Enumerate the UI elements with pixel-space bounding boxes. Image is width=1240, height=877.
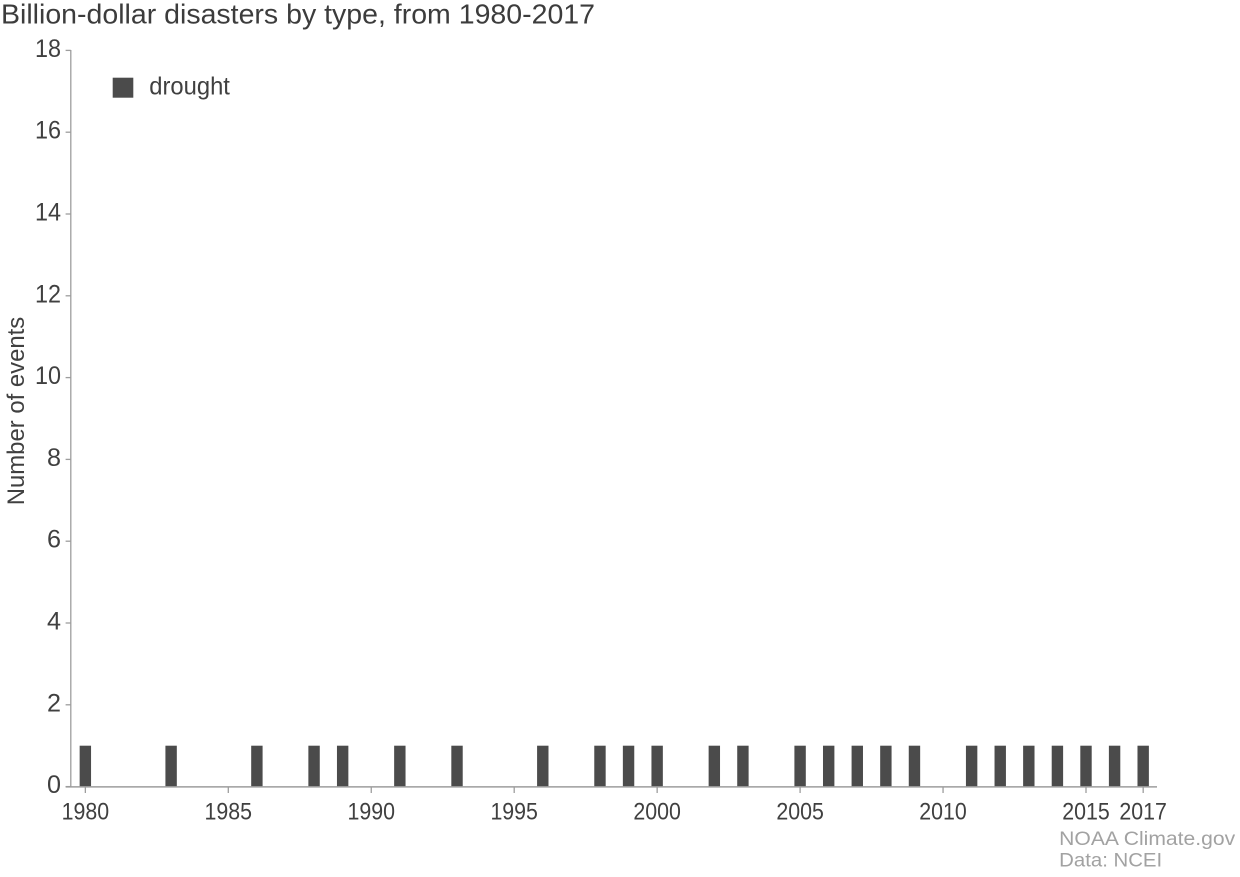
svg-text:1995: 1995 <box>490 799 538 826</box>
svg-text:Billion-dollar disasters by ty: Billion-dollar disasters by type, from 1… <box>1 0 595 30</box>
svg-text:18: 18 <box>35 35 61 63</box>
svg-text:16: 16 <box>35 117 61 145</box>
svg-text:drought: drought <box>149 73 230 101</box>
svg-text:10: 10 <box>35 362 61 390</box>
svg-text:1980: 1980 <box>62 799 110 826</box>
svg-text:8: 8 <box>47 444 61 472</box>
svg-text:2000: 2000 <box>633 799 681 826</box>
svg-text:2010: 2010 <box>919 799 967 826</box>
svg-text:4: 4 <box>47 608 61 636</box>
svg-text:NOAA Climate.gov: NOAA Climate.gov <box>1059 828 1235 850</box>
svg-text:2015: 2015 <box>1062 799 1110 826</box>
svg-text:Number of events: Number of events <box>3 317 30 506</box>
svg-text:0: 0 <box>47 771 61 799</box>
svg-text:2017: 2017 <box>1119 799 1167 826</box>
svg-text:Data: NCEI: Data: NCEI <box>1059 850 1162 872</box>
svg-text:1985: 1985 <box>205 799 253 826</box>
svg-text:12: 12 <box>35 280 61 308</box>
svg-text:2005: 2005 <box>776 799 824 826</box>
svg-text:1990: 1990 <box>348 799 396 826</box>
svg-text:14: 14 <box>35 199 61 227</box>
svg-text:2: 2 <box>47 689 61 717</box>
svg-text:6: 6 <box>47 526 61 554</box>
